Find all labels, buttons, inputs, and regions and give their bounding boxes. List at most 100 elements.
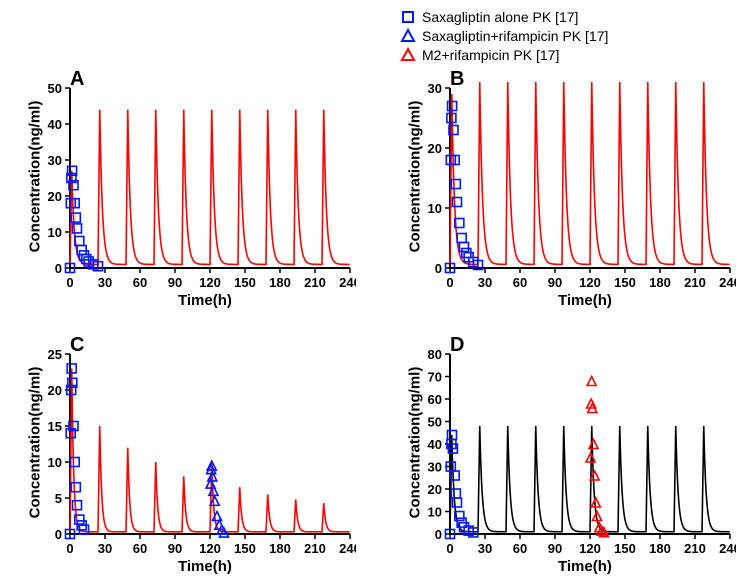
svg-text:240: 240 [719,275,736,290]
chart-panel-D: DConcentration(ng/ml)Time(h)010203040506… [390,348,736,582]
y-axis-label: Concentration(ng/ml) [407,92,424,262]
svg-text:30: 30 [98,541,112,556]
svg-text:50: 50 [48,82,62,96]
svg-text:60: 60 [513,275,527,290]
simulation-curve [70,110,350,265]
svg-text:90: 90 [548,275,562,290]
svg-text:90: 90 [168,275,182,290]
svg-text:240: 240 [339,541,356,556]
svg-text:120: 120 [199,275,221,290]
svg-text:0: 0 [66,541,73,556]
chart-svg: 01020300306090120150180210240 [390,82,736,316]
svg-text:0: 0 [55,527,62,542]
svg-text:150: 150 [234,275,256,290]
legend: Saxagliptin alone PK [17] Saxagliptin+ri… [400,8,608,66]
svg-text:0: 0 [435,261,442,276]
triangle-marker [587,377,596,386]
svg-text:30: 30 [478,275,492,290]
y-axis-label: Concentration(ng/ml) [27,92,44,262]
svg-text:5: 5 [55,491,62,506]
svg-text:20: 20 [428,141,442,156]
triangle-marker [589,440,598,449]
svg-text:210: 210 [304,541,326,556]
x-axis-label: Time(h) [178,558,232,575]
svg-text:210: 210 [304,275,326,290]
figure-container: Saxagliptin alone PK [17] Saxagliptin+ri… [0,0,752,585]
svg-text:60: 60 [133,275,147,290]
svg-text:240: 240 [339,275,356,290]
svg-text:40: 40 [48,117,62,132]
chart-panel-B: BConcentration(ng/ml)Time(h)010203003060… [390,82,736,316]
svg-text:25: 25 [48,348,62,362]
svg-text:180: 180 [269,275,291,290]
svg-text:150: 150 [614,541,636,556]
svg-text:150: 150 [614,275,636,290]
chart-panel-C: CConcentration(ng/ml)Time(h)051015202503… [10,348,356,582]
svg-text:10: 10 [428,505,442,520]
svg-text:30: 30 [428,460,442,475]
y-axis-label: Concentration(ng/ml) [27,358,44,528]
svg-text:90: 90 [548,541,562,556]
panel-label: B [450,68,464,91]
panel-label: D [450,334,464,357]
legend-label: Saxagliptin+rifampicin PK [17] [422,27,608,45]
panel-label: A [70,68,84,91]
svg-text:10: 10 [48,225,62,240]
svg-text:60: 60 [428,392,442,407]
svg-text:20: 20 [48,383,62,398]
chart-svg: 0 10 20 30 40 50 60 70 80 0 30 60 90 120 150 180 210 240 [390,348,736,582]
svg-text:80: 80 [428,348,442,362]
chart-svg: 0 5 10 15 20 25 0 30 60 90 120 150 180 210 240 [10,348,356,582]
chart-svg: 010203040500306090120150180210240 [10,82,356,316]
svg-text:30: 30 [98,275,112,290]
svg-text:180: 180 [269,541,291,556]
y-axis-label: Concentration(ng/ml) [407,358,424,528]
legend-label: M2+rifampicin PK [17] [422,46,559,64]
x-axis-label: Time(h) [558,558,612,575]
chart-panel-A: AConcentration(ng/ml)Time(h)010203040500… [10,82,356,316]
svg-text:15: 15 [48,419,62,434]
svg-text:120: 120 [579,275,601,290]
svg-text:0: 0 [446,541,453,556]
simulation-curve [70,368,350,531]
square-marker [451,489,460,498]
simulation-curve [450,426,730,532]
svg-text:0: 0 [55,261,62,276]
svg-text:10: 10 [428,201,442,216]
svg-text:150: 150 [234,541,256,556]
svg-text:30: 30 [428,82,442,96]
svg-text:30: 30 [478,541,492,556]
square-marker [71,483,80,492]
svg-text:40: 40 [428,437,442,452]
svg-text:0: 0 [435,527,442,542]
svg-text:20: 20 [428,482,442,497]
x-axis-label: Time(h) [558,292,612,309]
panel-label: C [70,334,84,357]
svg-text:0: 0 [66,275,73,290]
svg-text:180: 180 [649,275,671,290]
svg-text:70: 70 [428,370,442,385]
square-marker [457,234,466,243]
svg-text:120: 120 [579,541,601,556]
svg-text:60: 60 [133,541,147,556]
svg-text:10: 10 [48,455,62,470]
svg-text:120: 120 [199,541,221,556]
square-marker [451,180,460,189]
svg-text:210: 210 [684,275,706,290]
legend-label: Saxagliptin alone PK [17] [422,8,578,26]
svg-text:180: 180 [649,541,671,556]
legend-item: Saxagliptin+rifampicin PK [17] [400,27,608,45]
svg-text:60: 60 [513,541,527,556]
triangle-icon [400,28,416,44]
svg-text:210: 210 [684,541,706,556]
square-marker [77,246,86,255]
svg-text:30: 30 [48,153,62,168]
svg-text:50: 50 [428,415,442,430]
svg-text:240: 240 [719,541,736,556]
x-axis-label: Time(h) [178,292,232,309]
square-icon [400,9,416,25]
triangle-icon [400,47,416,63]
square-marker [460,243,469,252]
svg-text:90: 90 [168,541,182,556]
simulation-curve [450,82,730,264]
